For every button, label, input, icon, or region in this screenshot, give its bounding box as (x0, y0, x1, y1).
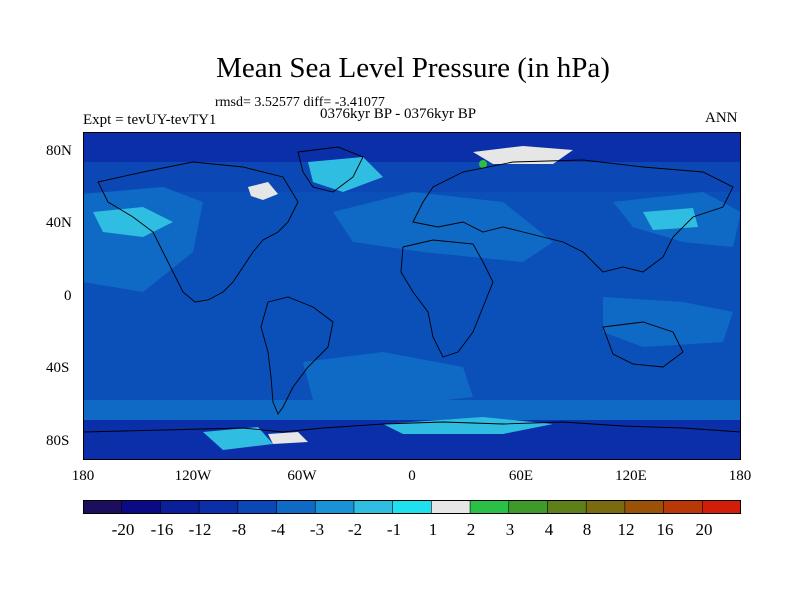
colorbar-box (160, 500, 200, 514)
season-label: ANN (705, 110, 738, 126)
colorbar-box (624, 500, 665, 514)
colorbar-label: 16 (656, 520, 674, 539)
rmsd-diff-stats: rmsd= 3.52577 diff= -3.41077 (215, 95, 385, 110)
colorbar-label: -12 (188, 520, 212, 539)
colorbar-box (431, 500, 471, 514)
lon-label-120e: 120E (615, 468, 647, 484)
colorbar-box (585, 500, 626, 514)
southern-cyan-patch (203, 427, 273, 450)
lat-label-40s: 40S (46, 360, 70, 376)
colorbar-frame (83, 500, 741, 514)
indian-ocean-anomaly (603, 297, 733, 347)
antarctic-cyan-patch (383, 417, 553, 434)
north-america-coast (97, 161, 299, 303)
colorbar-box (392, 500, 433, 514)
time-period-label: 0376kyr BP - 0376kyr BP (320, 106, 477, 122)
colorbar-box (314, 500, 355, 514)
colorbar-box (353, 500, 394, 514)
lat-label-0: 0 (64, 288, 72, 304)
lon-label-0: 0 (408, 468, 416, 484)
colorbar-box (547, 500, 587, 514)
colorbar-label: -4 (270, 520, 286, 539)
lat-label-40n: 40N (46, 215, 72, 231)
arctic-green-spot (479, 160, 487, 168)
colorbar-box (121, 500, 162, 514)
colorbar-label: 8 (582, 520, 592, 539)
eurasia-arctic-near-zero (473, 146, 573, 164)
south-atlantic-anomaly (303, 352, 473, 407)
pacific-cyan-patch (93, 207, 173, 237)
colorbar-label: 12 (617, 520, 635, 539)
colorbar-box (469, 500, 510, 514)
subarctic-band (83, 162, 741, 192)
colorbar (83, 500, 741, 514)
lon-label-120w: 120W (174, 468, 212, 484)
lon-label-180e: 180 (728, 468, 752, 484)
colorbar-label: -3 (309, 520, 325, 539)
colorbar-label: 2 (466, 520, 476, 539)
lon-label-60e: 60E (508, 468, 534, 484)
colorbar-label: -1 (386, 520, 402, 539)
lat-label-80s: 80S (46, 433, 70, 449)
australia-coast (602, 321, 684, 368)
eurasia-coast (412, 159, 734, 273)
pressure-anomaly-map (83, 132, 741, 460)
hudson-bay-near-zero (248, 182, 278, 200)
map-title: Mean Sea Level Pressure (in hPa) (216, 52, 610, 84)
colorbar-box (701, 500, 741, 514)
colorbar-label: -20 (111, 520, 135, 539)
colorbar-box (237, 500, 278, 514)
lon-label-60w: 60W (287, 468, 317, 484)
colorbar-label: -8 (231, 520, 247, 539)
north-atlantic-anomaly (333, 192, 553, 262)
colorbar-label: 1 (428, 520, 438, 539)
colorbar-label: 20 (695, 520, 713, 539)
colorbar-box (663, 500, 704, 514)
antarctica-coast (83, 421, 741, 433)
lon-label-180w: 180 (71, 468, 95, 484)
colorbar-label: 3 (505, 520, 515, 539)
colorbar-box (276, 500, 317, 514)
colorbar-label: -2 (347, 520, 363, 539)
colorbar-label: -16 (150, 520, 174, 539)
greenland-coast (297, 146, 364, 193)
east-asia-cyan-patch (643, 208, 698, 230)
lat-label-80n: 80N (46, 143, 72, 159)
colorbar-label: 4 (544, 520, 554, 539)
colorbar-box (198, 500, 239, 514)
south-america-coast (260, 296, 334, 415)
africa-coast (400, 239, 494, 358)
colorbar-box (508, 500, 549, 514)
coastlines (83, 146, 741, 433)
map-frame (83, 132, 741, 460)
colorbar-box (83, 500, 123, 514)
experiment-label: Expt = tevUY-tevTY1 (83, 112, 217, 128)
antarctic-near-zero (268, 432, 308, 444)
greenland-cyan-patch (308, 157, 383, 192)
